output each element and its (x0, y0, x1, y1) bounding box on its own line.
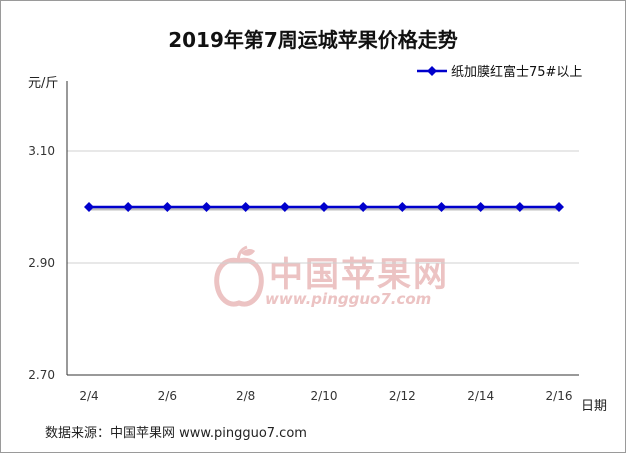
data-point (240, 202, 251, 212)
x-tick-label: 2/16 (546, 389, 573, 403)
data-point (358, 202, 369, 212)
data-source-note: 数据来源：中国苹果网 www.pingguo7.com (45, 426, 307, 441)
y-tick-label: 2.70 (28, 368, 55, 382)
y-axis-unit-label: 元/斤 (28, 76, 58, 91)
y-tick-labels: 2.70 2.90 3.10 (28, 144, 55, 382)
data-point (554, 202, 564, 212)
axes (66, 81, 579, 376)
watermark: 中国苹果网 www.pingguo7.com (214, 245, 449, 308)
data-point (397, 202, 408, 212)
data-point (84, 202, 94, 212)
watermark-url-text: www.pingguo7.com (265, 290, 431, 308)
apple-logo-icon (214, 245, 264, 307)
data-point (436, 202, 447, 212)
x-tick-label: 2/6 (158, 389, 177, 403)
legend-label: 纸加膜红富士75#以上 (451, 64, 582, 80)
data-point (475, 202, 486, 212)
legend-marker-icon (427, 66, 437, 76)
data-point (123, 202, 134, 212)
x-tick-label: 2/12 (389, 389, 416, 403)
watermark-cn-text: 中国苹果网 (269, 255, 449, 295)
legend: 纸加膜红富士75#以上 (417, 64, 582, 80)
data-point (514, 202, 525, 212)
data-point (319, 202, 329, 212)
x-axis-label: 日期 (581, 399, 607, 414)
y-tick-label: 3.10 (28, 144, 55, 158)
x-tick-label: 2/8 (236, 389, 255, 403)
y-tick-label: 2.90 (28, 256, 55, 270)
x-tick-label: 2/10 (311, 389, 338, 403)
data-point (162, 202, 173, 212)
grid-lines (67, 150, 579, 264)
chart-title: 2019年第7周运城苹果价格走势 (168, 28, 458, 52)
x-tick-label: 2/4 (79, 389, 98, 403)
data-point (279, 202, 290, 212)
x-tick-labels: 2/4 2/6 2/8 2/10 2/12 2/14 2/16 (79, 389, 572, 403)
series-layer (84, 202, 564, 212)
x-tick-label: 2/14 (467, 389, 494, 403)
data-point (201, 202, 212, 212)
